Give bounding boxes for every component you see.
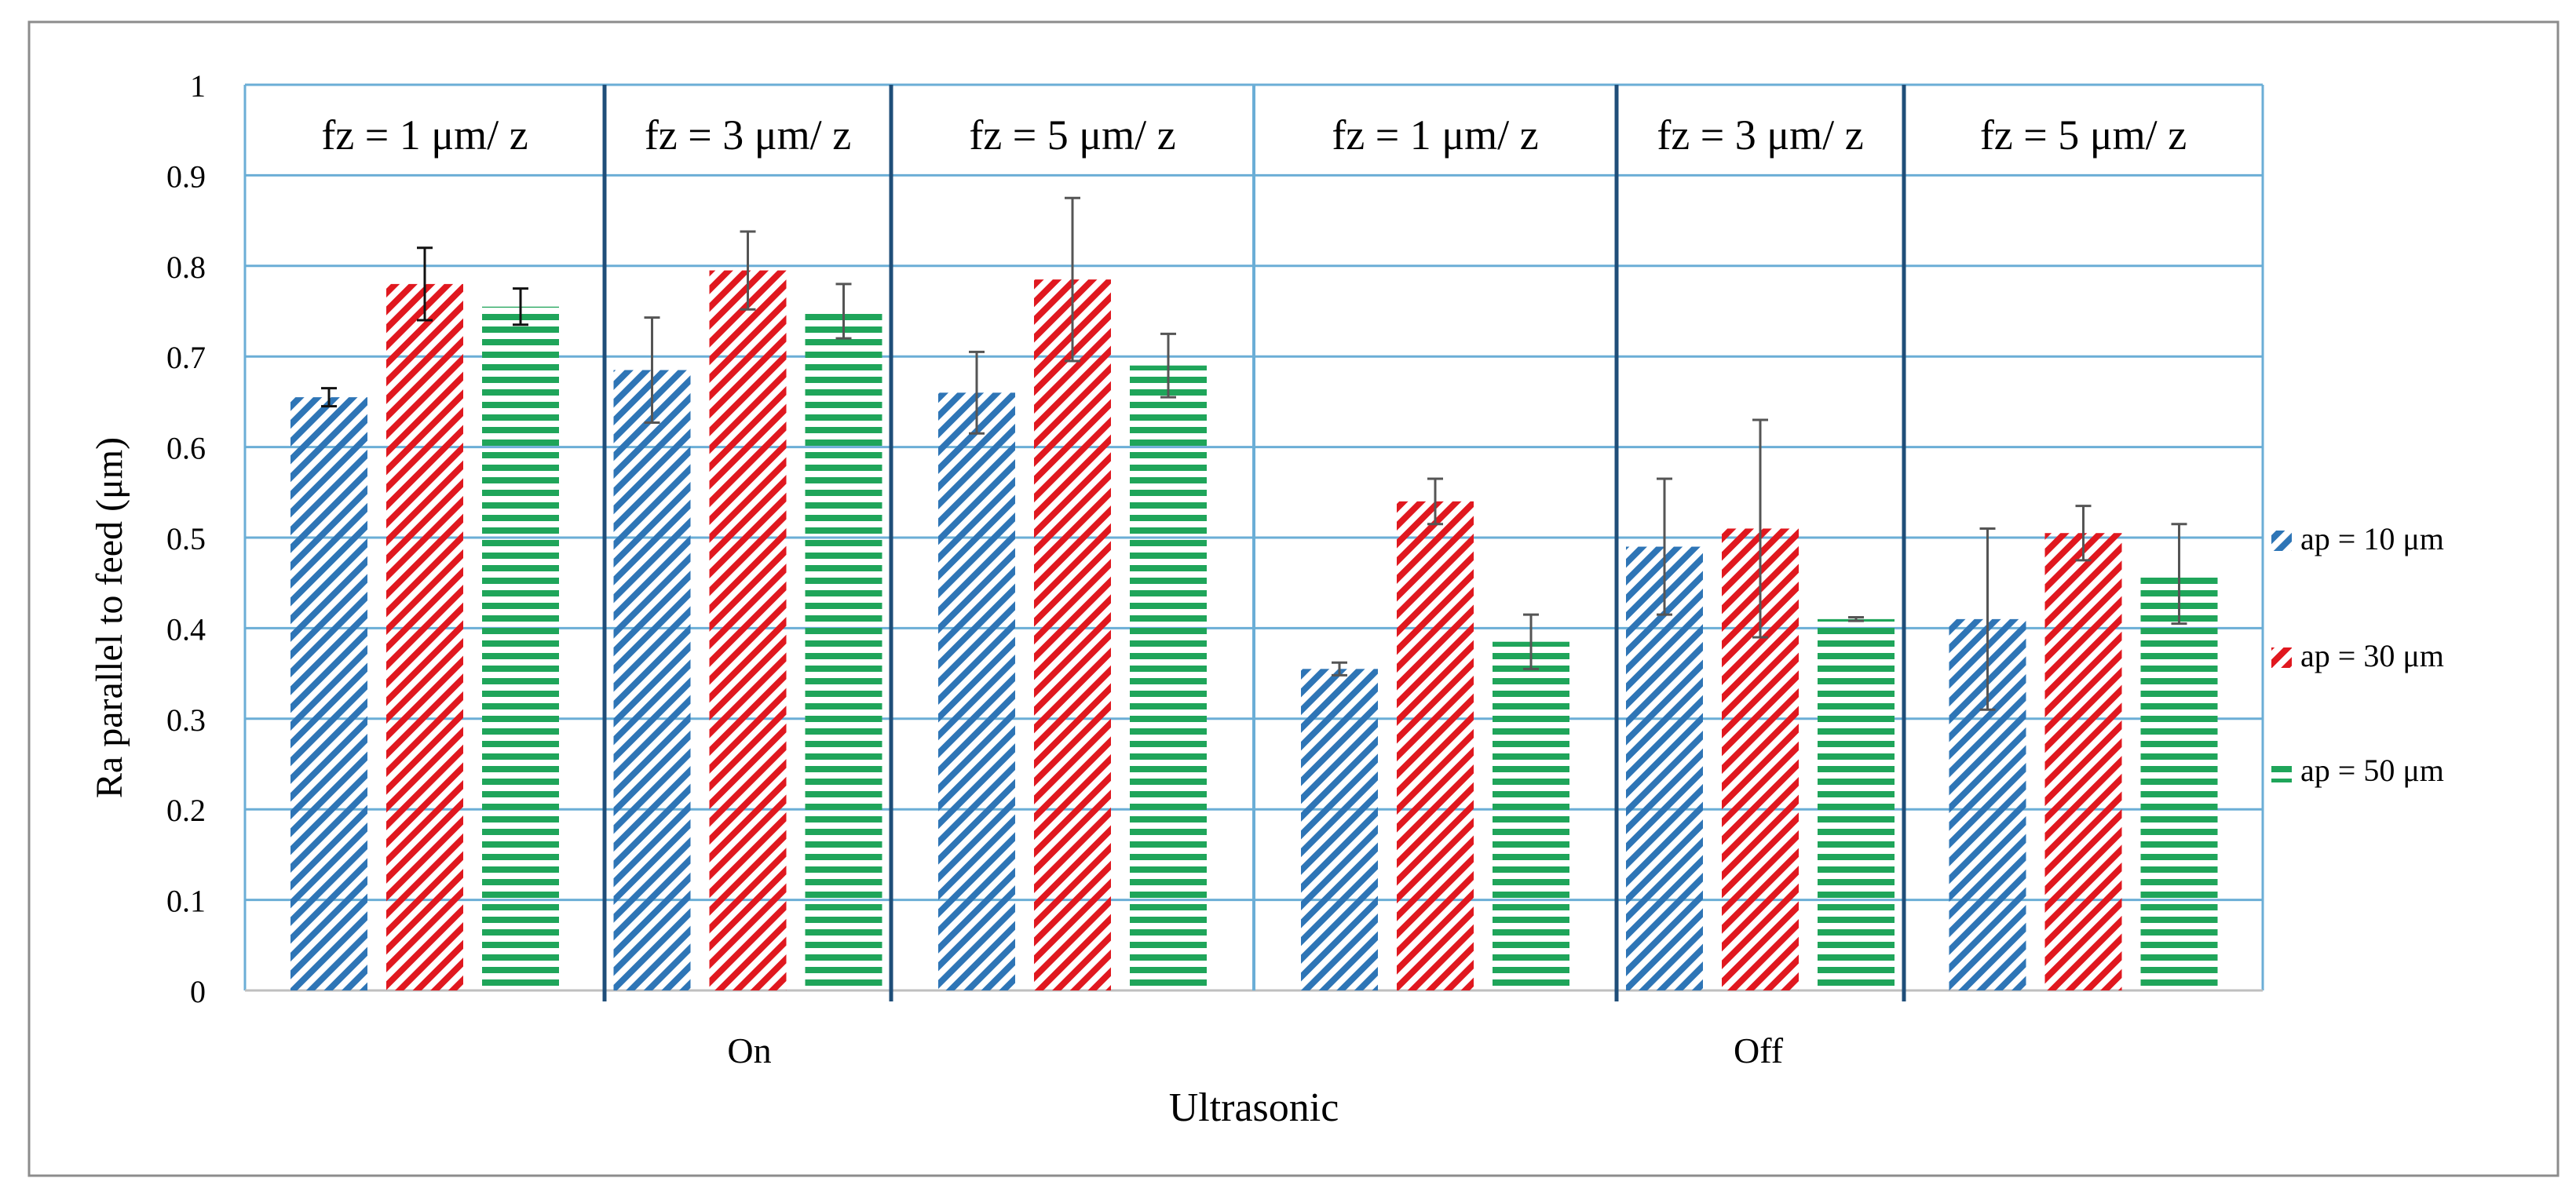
subgroup-label: fz = 5 μm/ z bbox=[1980, 111, 2187, 159]
y-tick-labels: 0 0.1 0.2 0.3 0.4 0.5 0.6 0.7 0.8 0.9 1 bbox=[166, 68, 206, 1009]
legend: ap = 10 μm ap = 30 μm ap = 50 μm bbox=[2271, 521, 2444, 788]
bar bbox=[613, 370, 691, 990]
y-tick-label: 0.1 bbox=[166, 884, 206, 919]
y-axis-title: Ra parallel to feed (μm) bbox=[89, 437, 130, 798]
divider-layer bbox=[602, 85, 1906, 1001]
bar bbox=[938, 392, 1015, 990]
bar bbox=[2140, 574, 2218, 990]
bar bbox=[1301, 669, 1378, 990]
y-tick-label: 0.3 bbox=[166, 702, 206, 738]
bar bbox=[1034, 279, 1111, 990]
y-tick-label: 0.4 bbox=[166, 611, 206, 647]
subgroup-label: fz = 1 μm/ z bbox=[1332, 111, 1538, 159]
bar bbox=[482, 306, 559, 991]
group-labels: On Off bbox=[727, 1030, 1783, 1071]
group-label: Off bbox=[1734, 1030, 1784, 1071]
y-tick-label: 0.8 bbox=[166, 250, 206, 285]
group-label: On bbox=[727, 1030, 771, 1071]
error-layer bbox=[321, 196, 2187, 711]
y-tick-label: 0.6 bbox=[166, 431, 206, 466]
y-tick-label: 0.9 bbox=[166, 159, 206, 194]
legend-swatch bbox=[2271, 647, 2292, 668]
bar bbox=[1130, 365, 1207, 990]
bar-layer bbox=[290, 270, 2218, 991]
y-tick-label: 0 bbox=[190, 974, 206, 1009]
y-tick-label: 0.5 bbox=[166, 521, 206, 556]
bar bbox=[1397, 501, 1474, 990]
legend-swatch bbox=[2271, 762, 2292, 782]
y-tick-label: 0.7 bbox=[166, 340, 206, 375]
bar bbox=[386, 283, 463, 990]
subgroup-label: fz = 5 μm/ z bbox=[969, 111, 1175, 159]
y-tick-label: 1 bbox=[190, 68, 206, 104]
legend-label: ap = 30 μm bbox=[2300, 638, 2444, 673]
subgroup-labels: fz = 1 μm/ z fz = 3 μm/ z fz = 5 μm/ z fz =… bbox=[321, 111, 2187, 159]
bar bbox=[709, 270, 787, 990]
bar bbox=[1493, 641, 1569, 990]
legend-swatch bbox=[2271, 531, 2292, 551]
legend-label: ap = 50 μm bbox=[2300, 753, 2444, 788]
bar bbox=[1626, 546, 1703, 990]
bar bbox=[805, 311, 882, 990]
subgroup-label: fz = 3 μm/ z bbox=[645, 111, 851, 159]
legend-label: ap = 10 μm bbox=[2300, 521, 2444, 556]
y-tick-label: 0.2 bbox=[166, 793, 206, 828]
bar bbox=[1818, 618, 1895, 990]
bar bbox=[2044, 533, 2122, 990]
subgroup-label: fz = 3 μm/ z bbox=[1657, 111, 1863, 159]
bar bbox=[290, 397, 367, 990]
subgroup-label: fz = 1 μm/ z bbox=[321, 111, 528, 159]
x-axis-title: Ultrasonic bbox=[1169, 1085, 1339, 1130]
